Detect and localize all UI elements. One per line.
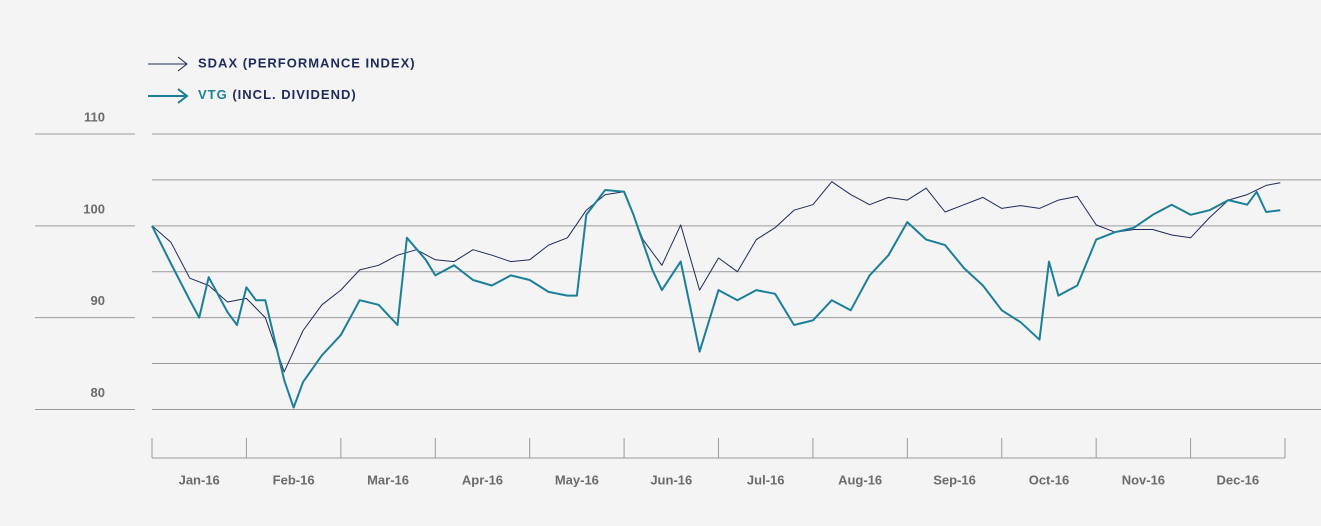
- x-tick-label: Nov-16: [1122, 472, 1165, 487]
- x-tick-label: Sep-16: [933, 472, 976, 487]
- x-tick-label: Mar-16: [367, 472, 409, 487]
- x-tick-label: Feb-16: [273, 472, 315, 487]
- series-line: [151, 181, 1281, 373]
- x-tick-label: Dec-16: [1216, 472, 1259, 487]
- legend-arrow: [148, 88, 189, 104]
- x-tick-label: Jun-16: [650, 472, 692, 487]
- y-tick-label: 100: [83, 201, 105, 216]
- x-tick-label: Apr-16: [462, 472, 503, 487]
- y-tick-label: 110: [84, 109, 105, 124]
- y-tick-label: 90: [91, 293, 105, 308]
- legend-label-part: (INCL. DIVIDEND): [228, 87, 357, 102]
- x-tick-label: Jan-16: [179, 472, 220, 487]
- legend-arrow: [148, 56, 188, 72]
- legend-item: VTG (INCL. DIVIDEND): [148, 87, 357, 104]
- x-tick-label: Aug-16: [838, 472, 882, 487]
- x-tick-label: Oct-16: [1029, 472, 1069, 487]
- series-line: [151, 189, 1281, 409]
- legend-label: SDAX (PERFORMANCE INDEX): [198, 55, 416, 70]
- legend-label: VTG (INCL. DIVIDEND): [198, 87, 357, 102]
- legend-item: SDAX (PERFORMANCE INDEX): [148, 55, 416, 72]
- y-tick-label: 80: [91, 385, 105, 400]
- x-tick-label: May-16: [555, 472, 599, 487]
- legend-label-part: VTG: [198, 87, 228, 102]
- x-tick-label: Jul-16: [747, 472, 785, 487]
